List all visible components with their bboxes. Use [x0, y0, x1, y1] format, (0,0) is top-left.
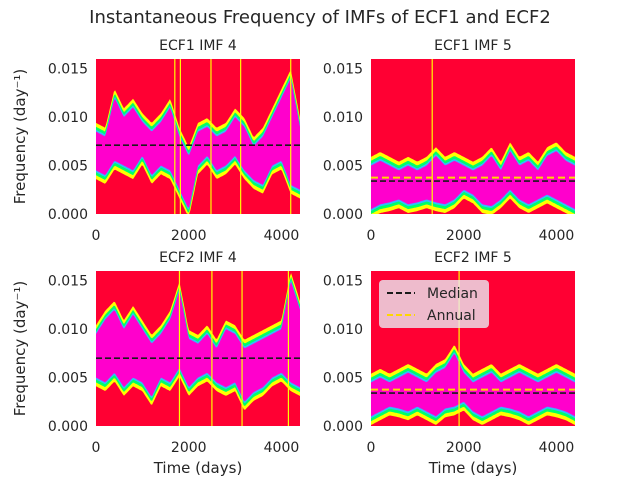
chart-panel-2: ECF1 IMF 5 0.000 0.005 0.010 0.015 0 2000 4000 [323, 38, 575, 244]
x-tick-label: 4000 [264, 228, 300, 244]
x-tick-label: 4000 [264, 440, 300, 456]
legend-label-annual: Annual [427, 308, 476, 324]
x-tick-label: 0 [367, 440, 376, 456]
y-tick-label: 0.010 [48, 110, 88, 126]
y-tick-label: 0.010 [323, 110, 363, 126]
x-tick-label: 2000 [446, 228, 482, 244]
y-tick-label: 0.000 [323, 207, 363, 223]
plot-area [371, 271, 575, 426]
y-tick-label: 0.015 [323, 62, 363, 78]
y-axis-label: Frequency (day⁻¹) [11, 281, 29, 416]
panel-title: ECF1 IMF 4 [159, 38, 237, 54]
x-axis-label: Time (days) [153, 459, 243, 477]
x-tick-label: 2000 [171, 440, 207, 456]
y-tick-label: 0.010 [323, 322, 363, 338]
panel-title: ECF1 IMF 5 [434, 38, 512, 54]
x-axis-label: Time (days) [428, 459, 518, 477]
panel-title: ECF2 IMF 5 [434, 250, 512, 266]
x-tick-label: 0 [367, 228, 376, 244]
panel-title: ECF2 IMF 4 [159, 250, 237, 266]
plot-area [96, 59, 300, 214]
legend-label-median: Median [427, 286, 478, 302]
plot-area [96, 271, 300, 426]
y-tick-label: 0.000 [48, 207, 88, 223]
y-tick-label: 0.010 [48, 322, 88, 338]
y-tick-label: 0.005 [323, 371, 363, 387]
x-tick-label: 2000 [446, 440, 482, 456]
chart-panel-1: ECF1 IMF 4 0.000 0.005 0.010 0.015 0 2000 4000 F… [11, 38, 300, 244]
y-tick-label: 0.005 [48, 371, 88, 387]
legend: Median Annual [379, 280, 489, 328]
x-tick-label: 0 [92, 228, 101, 244]
band-core [96, 281, 300, 401]
figure-title: Instantaneous Frequency of IMFs of ECF1 … [89, 7, 551, 28]
y-tick-label: 0.005 [48, 159, 88, 175]
y-tick-label: 0.005 [323, 159, 363, 175]
x-tick-label: 4000 [539, 440, 575, 456]
y-tick-label: 0.000 [323, 419, 363, 435]
band-core [96, 80, 300, 208]
band-core [371, 354, 575, 417]
x-tick-label: 0 [92, 440, 101, 456]
y-tick-label: 0.015 [48, 62, 88, 78]
x-tick-label: 2000 [171, 228, 207, 244]
y-tick-label: 0.015 [48, 274, 88, 290]
band-core [371, 151, 575, 210]
y-tick-label: 0.000 [48, 419, 88, 435]
plot-area [371, 59, 575, 214]
y-axis-label: Frequency (day⁻¹) [11, 69, 29, 204]
chart-panel-3: ECF2 IMF 4 0.000 0.005 0.010 0.015 0 2000 4000 T… [11, 250, 300, 477]
chart-panel-4: ECF2 IMF 5 0.000 0.005 0.010 0.015 0 2000 4000 T… [323, 250, 575, 477]
y-tick-label: 0.015 [323, 274, 363, 290]
x-tick-label: 4000 [539, 228, 575, 244]
